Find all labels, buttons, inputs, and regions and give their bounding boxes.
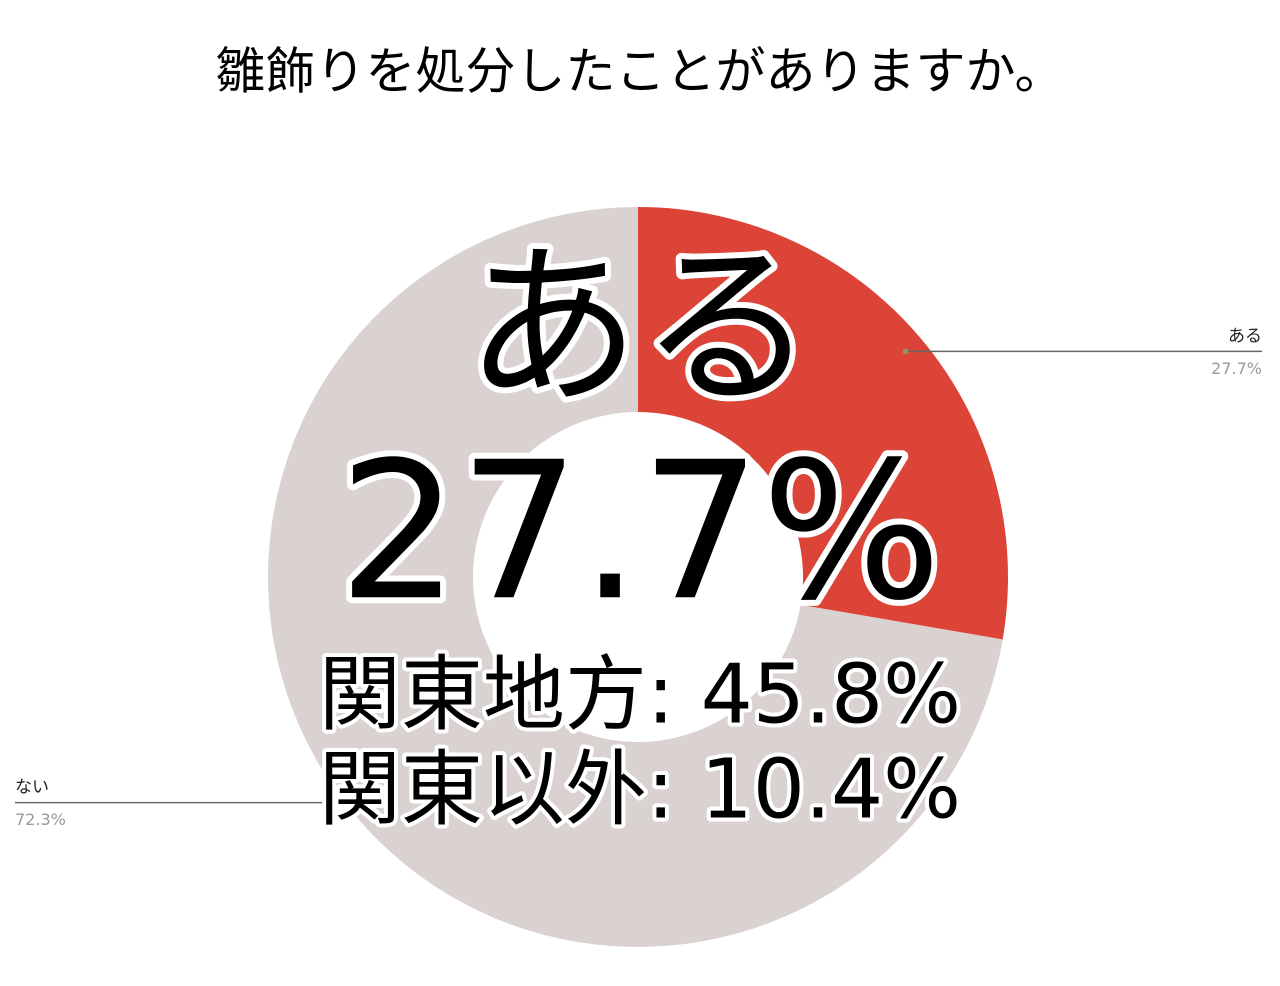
donut [267, 207, 1008, 947]
leader-dot [902, 348, 909, 355]
overlay-annotation: 27.7% [338, 421, 942, 642]
leader-dot [367, 799, 374, 806]
overlay-annotation: 関東以外: 10.4% [319, 742, 961, 837]
overlay-annotation: 関東地方: 45.8% [319, 647, 961, 742]
slice-label: ある [1228, 326, 1262, 346]
slice-labels: ある 27.7% ない 72.3% [15, 326, 1262, 829]
slice [638, 207, 1008, 640]
chart-title: 雛飾りを処分したことがありますか。 [216, 43, 1065, 101]
slice-value-label: 27.7% [1211, 359, 1262, 378]
slice-label: ない [15, 778, 49, 798]
slice [267, 207, 1003, 947]
overlay-annotation: ある [465, 227, 815, 430]
slice-value-label: 72.3% [15, 810, 66, 829]
